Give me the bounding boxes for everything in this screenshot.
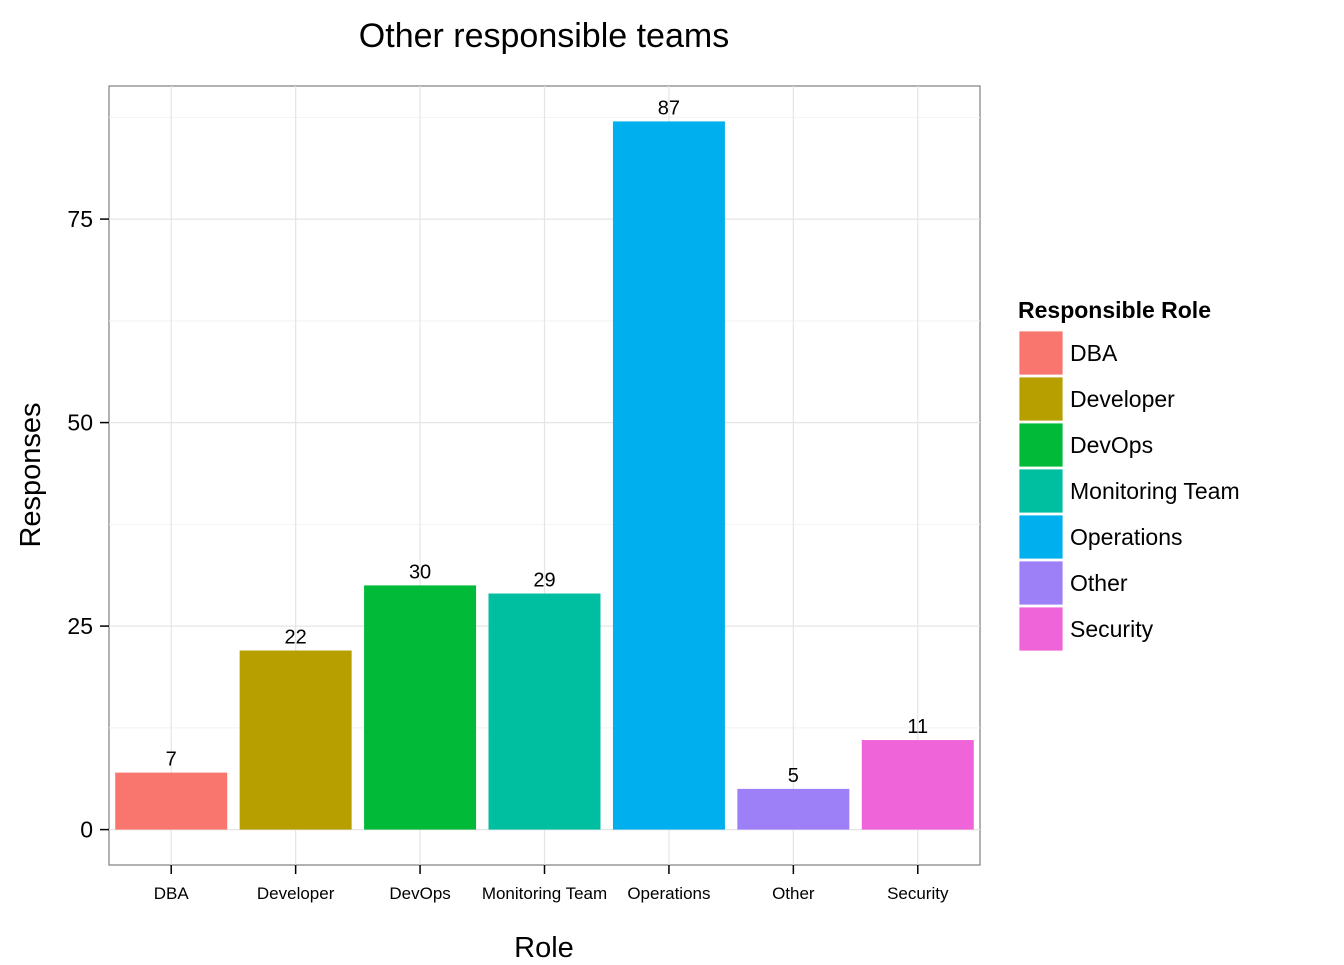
legend: Responsible Role DBA Developer DevOps Monit… [1017,297,1240,653]
legend-label: Developer [1070,386,1175,412]
legend-swatch [1018,468,1064,514]
legend-swatch [1018,422,1064,468]
bar-dba [115,772,228,830]
x-tick-label: DBA [154,884,190,903]
x-tick-label: Security [887,884,949,903]
x-tick-label: Developer [257,884,335,903]
y-tick-label: 0 [80,817,93,843]
bar-value-label: 22 [285,627,307,649]
bar-value-labels: 7 22 30 29 87 5 11 [166,97,929,786]
y-tick-label: 75 [67,206,93,232]
y-tick-label: 50 [67,410,93,436]
x-tick-label: DevOps [389,884,450,903]
y-axis-title: Responses [15,402,47,547]
legend-title: Responsible Role [1018,297,1211,323]
bar-value-label: 87 [658,97,680,119]
legend-label: Operations [1070,524,1183,550]
chart-title: Other responsible teams [359,17,729,55]
bar-devops [364,585,477,830]
y-tick-label: 25 [67,613,93,639]
legend-label: DevOps [1070,432,1153,458]
legend-label: DBA [1070,340,1118,366]
bars [115,121,974,830]
bar-security [861,740,974,830]
bar-value-label: 29 [533,570,555,592]
legend-label: Security [1070,616,1154,642]
legend-swatch [1018,514,1064,560]
legend-swatch [1018,376,1064,422]
bar-other [737,788,850,830]
legend-swatch [1018,560,1064,606]
legend-label: Monitoring Team [1070,478,1240,504]
bar-developer [239,650,352,830]
x-tick-label: Other [772,884,815,903]
legend-swatch [1018,330,1064,376]
legend-swatch [1018,606,1064,652]
bar-value-label: 30 [409,561,431,583]
bar-monitoring-team [488,593,601,830]
x-tick-label: Operations [627,884,710,903]
y-axis: 0 25 50 75 [67,206,109,843]
bar-value-label: 7 [166,749,177,771]
legend-label: Other [1070,570,1128,596]
bar-value-label: 11 [907,716,928,738]
bar-operations [612,121,725,830]
x-tick-label: Monitoring Team [482,884,607,903]
x-axis: DBA Developer DevOps Monitoring Team Operati… [154,865,949,903]
x-axis-title: Role [514,932,574,960]
bar-value-label: 5 [788,765,799,787]
